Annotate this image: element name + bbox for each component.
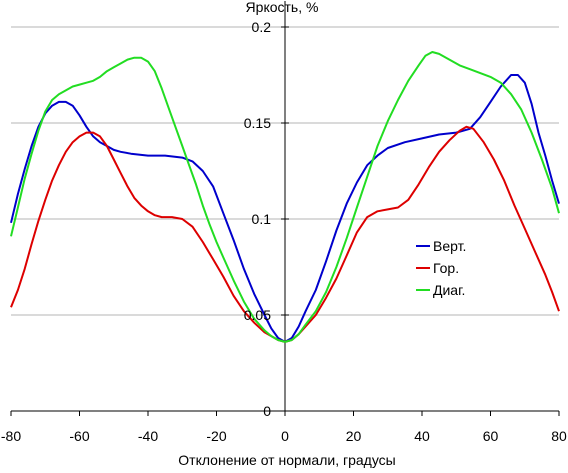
- y-tick-label: 0: [263, 403, 271, 419]
- axes: [10, 1, 560, 416]
- x-tick-label: -40: [138, 428, 158, 444]
- y-tick-label: 0.05: [244, 307, 271, 323]
- x-tick-label: 0: [281, 428, 289, 444]
- y-axis-label: Яркость, %: [246, 0, 319, 15]
- series-group: [10, 51, 560, 343]
- x-tick-label: -80: [1, 428, 21, 444]
- legend-label: Диаг.: [433, 282, 465, 298]
- x-tick-label: -20: [206, 428, 226, 444]
- series-line-1: [10, 74, 560, 343]
- x-tick-label: 60: [483, 428, 499, 444]
- x-tick-label: 40: [414, 428, 430, 444]
- legend-label: Гор.: [433, 260, 459, 276]
- y-tick-label: 0.2: [252, 19, 272, 35]
- y-tick-label: 0.15: [244, 115, 271, 131]
- series-line-2: [10, 125, 560, 343]
- x-tick-label: 80: [551, 428, 567, 444]
- y-tick-label: 0.1: [252, 211, 272, 227]
- x-axis-label: Отклонение от нормали, градусы: [178, 452, 395, 468]
- legend: Верт. Гор. Диаг.: [416, 238, 466, 298]
- x-tick-label: -60: [69, 428, 89, 444]
- series-line-3: [10, 51, 560, 343]
- tick-labels: -80 -60 -40 -20 0 20 40 60 80 0 0.05 0.1 0.15 0.2: [1, 19, 567, 444]
- legend-label: Верт.: [433, 238, 466, 254]
- x-tick-label: 20: [346, 428, 362, 444]
